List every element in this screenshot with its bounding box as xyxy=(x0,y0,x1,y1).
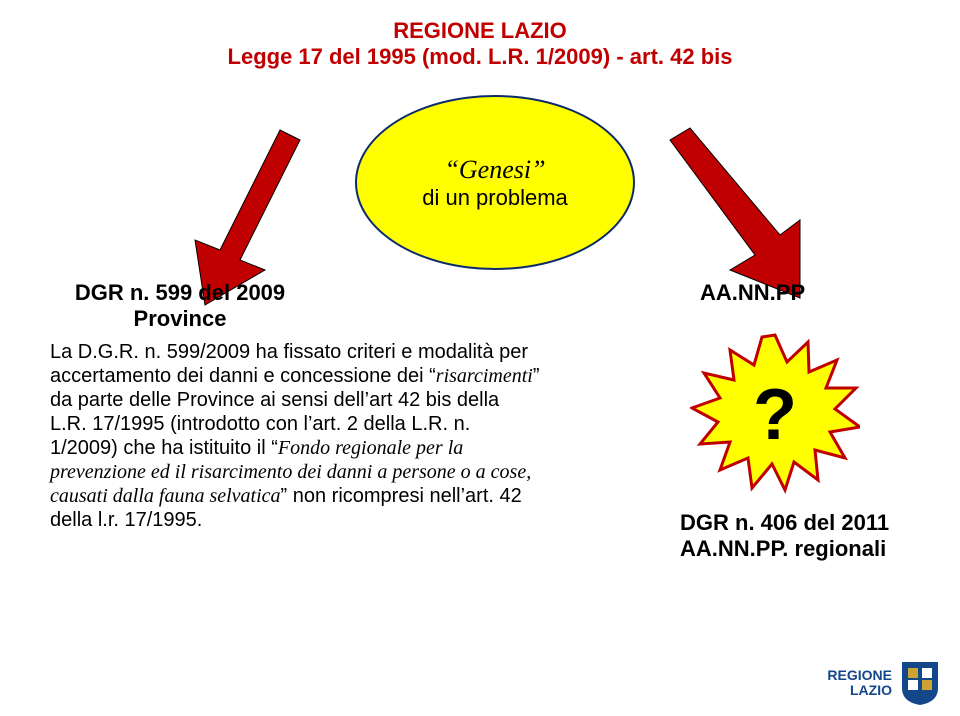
genesi-ellipse: “Genesi” di un problema xyxy=(355,95,635,270)
title-block: REGIONE LAZIO Legge 17 del 1995 (mod. L.… xyxy=(0,18,960,70)
question-mark: ? xyxy=(753,374,797,456)
star-burst: ? xyxy=(690,330,860,500)
dgr406-line2: AA.NN.PP. regionali xyxy=(680,536,940,562)
slide-stage: REGIONE LAZIO Legge 17 del 1995 (mod. L.… xyxy=(0,0,960,716)
ellipse-line2: di un problema xyxy=(422,185,568,211)
title-line2: Legge 17 del 1995 (mod. L.R. 1/2009) - a… xyxy=(0,44,960,70)
dgr406-line1: DGR n. 406 del 2011 xyxy=(680,510,940,536)
aannpp-label: AA.NN.PP xyxy=(700,280,940,306)
dgr406-block: DGR n. 406 del 2011 AA.NN.PP. regionali xyxy=(680,510,940,562)
right-text-block: AA.NN.PP xyxy=(700,280,940,306)
footer-text1: REGIONE xyxy=(827,667,892,683)
footer-logo: REGIONE LAZIO xyxy=(827,660,940,706)
left-heading2: Province xyxy=(50,306,310,332)
footer-text: REGIONE LAZIO xyxy=(827,668,892,697)
title-line1: REGIONE LAZIO xyxy=(0,18,960,44)
ellipse-line1: “Genesi” xyxy=(444,155,545,185)
left-text-block: DGR n. 599 del 2009 Province La D.G.R. n… xyxy=(50,280,540,532)
ellipse-shape: “Genesi” di un problema xyxy=(355,95,635,270)
left-heading1: DGR n. 599 del 2009 xyxy=(50,280,310,306)
left-body: La D.G.R. n. 599/2009 ha fissato criteri… xyxy=(50,340,540,532)
body-i1: risarcimenti xyxy=(436,365,533,387)
footer-text2: LAZIO xyxy=(850,682,892,698)
shield-icon xyxy=(900,660,940,706)
